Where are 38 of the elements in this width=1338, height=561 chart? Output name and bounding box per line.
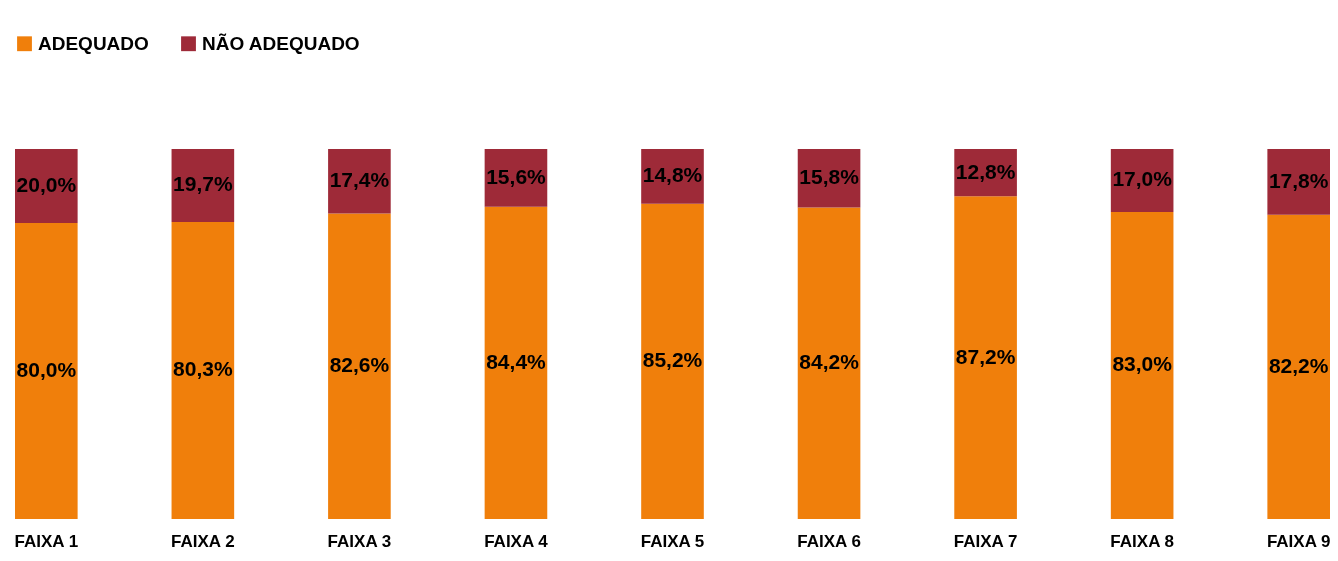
data-label: 17,4% <box>329 168 390 192</box>
data-label: 19,7% <box>173 172 233 196</box>
x-tick-label: FAIXA 9 <box>1266 531 1331 551</box>
data-label: 80,0% <box>16 358 77 381</box>
data-label: 15,8% <box>799 165 860 189</box>
x-tick-label: FAIXA 4 <box>484 531 549 551</box>
data-label: 14,8% <box>642 163 703 187</box>
data-label: 82,2% <box>1268 353 1329 377</box>
bar <box>328 213 391 519</box>
x-tick-label: FAIXA 1 <box>14 531 79 551</box>
data-label: 15,6% <box>486 164 547 188</box>
data-label: 87,2% <box>955 344 1016 368</box>
data-label: 84,2% <box>799 350 860 374</box>
data-label: 80,3% <box>173 357 233 381</box>
data-label: 17,0% <box>1112 167 1173 191</box>
bar <box>484 206 548 519</box>
bar <box>1110 211 1174 519</box>
x-tick-label: FAIXA 3 <box>327 531 392 551</box>
data-label: 20,0% <box>16 173 77 196</box>
bar <box>797 207 861 519</box>
bar <box>1267 214 1330 519</box>
data-label: 17,8% <box>1268 168 1329 192</box>
bar <box>641 203 704 519</box>
x-tick-label: FAIXA 5 <box>640 531 705 551</box>
legend-label: ADEQUADO <box>38 32 149 54</box>
x-tick-label: FAIXA 6 <box>797 531 861 551</box>
data-label: 82,6% <box>329 353 390 377</box>
x-tick-label: FAIXA 8 <box>1110 531 1174 551</box>
bar <box>954 196 1017 519</box>
data-label: 83,0% <box>1112 352 1173 376</box>
bar <box>15 223 78 519</box>
data-label: 12,8% <box>955 159 1016 183</box>
x-tick-label: FAIXA 2 <box>171 531 235 551</box>
bar <box>171 221 235 519</box>
legend-label: NÃO ADEQUADO <box>202 32 360 54</box>
x-tick-label: FAIXA 7 <box>953 531 1018 551</box>
data-label: 85,2% <box>642 348 703 372</box>
data-label: 84,4% <box>486 349 547 373</box>
